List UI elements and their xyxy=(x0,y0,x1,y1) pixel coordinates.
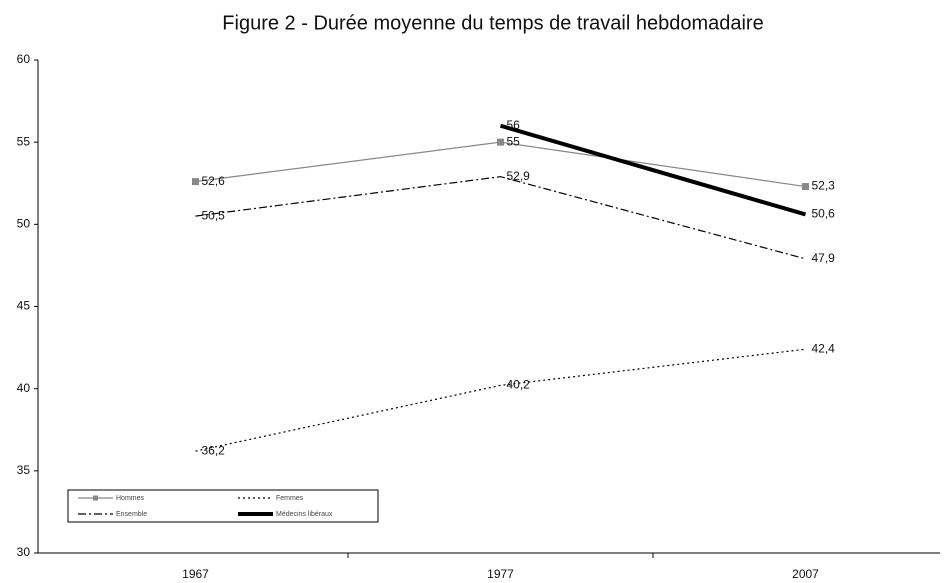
point-marker xyxy=(497,138,504,146)
legend-label: Ensemble xyxy=(116,511,147,518)
x-tick-label: 1977 xyxy=(487,567,514,581)
data-label: 52,6 xyxy=(202,174,226,188)
point-marker xyxy=(192,178,199,186)
point-marker xyxy=(802,183,809,191)
data-label: 52,3 xyxy=(812,179,836,193)
legend-marker xyxy=(93,495,98,501)
x-tick-label: 1967 xyxy=(182,567,209,581)
legend-label: Femmes xyxy=(276,495,304,502)
legend-label: Hommes xyxy=(116,495,145,502)
data-label: 47,9 xyxy=(812,251,836,265)
y-tick-label: 50 xyxy=(17,217,31,231)
y-tick-label: 55 xyxy=(17,134,31,148)
y-tick-label: 35 xyxy=(17,463,31,477)
series-line xyxy=(195,141,806,188)
data-label: 52,9 xyxy=(507,169,531,183)
data-label: 50,6 xyxy=(812,207,836,221)
legend-box xyxy=(67,489,379,523)
data-label: 50,5 xyxy=(202,208,226,222)
x-tick-label: 2007 xyxy=(792,567,819,581)
data-label: 40,2 xyxy=(507,378,531,392)
y-tick-label: 30 xyxy=(17,545,31,559)
series-line xyxy=(499,123,807,217)
data-label: 36,2 xyxy=(202,443,226,457)
data-label: 55 xyxy=(507,134,521,148)
series-line xyxy=(195,176,806,260)
y-tick-label: 40 xyxy=(17,381,31,395)
data-label: 42,4 xyxy=(812,341,836,355)
data-label: 56 xyxy=(507,118,521,132)
y-tick-label: 60 xyxy=(17,52,31,66)
legend-label: Médecins libéraux xyxy=(276,511,333,518)
y-tick-label: 45 xyxy=(17,299,31,313)
series-line xyxy=(195,348,806,452)
chart-title: Figure 2 - Durée moyenne du temps de tra… xyxy=(222,12,763,34)
